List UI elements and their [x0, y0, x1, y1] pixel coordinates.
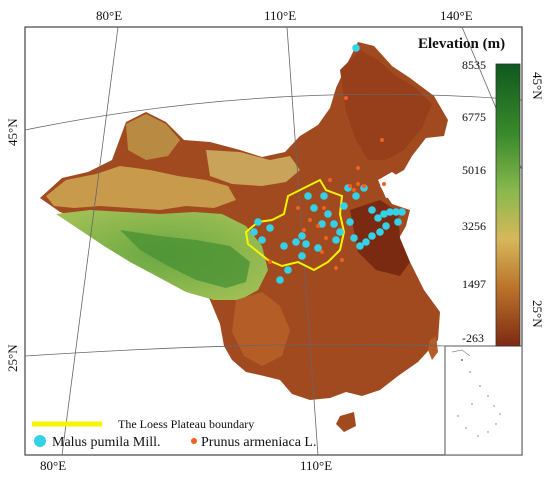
- lat-label-right-25: 25°N: [530, 300, 545, 328]
- northeast-plain: [340, 50, 432, 160]
- malus-sample-point: [386, 208, 394, 216]
- elevation-tick-max: 8535: [462, 58, 486, 72]
- prunus-sample-point: [322, 206, 326, 210]
- prunus-sample-point: [316, 224, 320, 228]
- malus-sample-point: [314, 244, 322, 252]
- malus-sample-point: [276, 276, 284, 284]
- elevation-tick-2: 6775: [462, 110, 486, 124]
- malus-sample-point: [392, 208, 400, 216]
- northern-desert: [206, 150, 300, 186]
- prunus-legend-marker: [191, 438, 197, 444]
- southwest-mountains: [232, 292, 290, 366]
- malus-sample-point: [250, 228, 258, 236]
- prunus-sample-point: [380, 138, 384, 142]
- malus-sample-point: [302, 240, 310, 248]
- prunus-sample-point: [356, 182, 360, 186]
- prunus-sample-point: [320, 250, 324, 254]
- malus-legend-label: Malus pumila Mill.: [52, 435, 161, 450]
- lon-label-top-110: 110°E: [264, 8, 296, 23]
- prunus-sample-point: [268, 260, 272, 264]
- prunus-sample-point: [356, 166, 360, 170]
- malus-sample-point: [330, 220, 338, 228]
- lon-label-top-140: 140°E: [440, 8, 473, 23]
- elevation-tick-3: 5016: [462, 163, 486, 177]
- malus-legend-marker: [34, 435, 46, 447]
- altai-region: [126, 114, 180, 160]
- malus-sample-point: [258, 236, 266, 244]
- hainan-island: [336, 412, 356, 432]
- map-legend: The Loess Plateau boundary Malus pumila …: [32, 417, 316, 450]
- highland-ridge: [120, 230, 250, 288]
- malus-sample-point: [382, 222, 390, 230]
- malus-sample-point: [374, 214, 382, 222]
- malus-sample-point: [280, 242, 288, 250]
- lat-label-left-45: 45°N: [5, 118, 20, 146]
- malus-sample-point: [336, 228, 344, 236]
- lon-label-bottom-110: 110°E: [300, 458, 332, 473]
- malus-sample-point: [324, 210, 332, 218]
- bohai-sea: [378, 172, 404, 198]
- malus-sample-point: [340, 202, 348, 210]
- elevation-colorbar: [495, 63, 521, 347]
- south-china-sea-inset: [444, 345, 523, 456]
- malus-sample-point: [394, 218, 402, 226]
- malus-sample-points: [250, 44, 406, 284]
- prunus-sample-point: [324, 236, 328, 240]
- malus-sample-point: [332, 236, 340, 244]
- lon-label-top-80: 80°E: [96, 8, 122, 23]
- prunus-sample-point: [344, 96, 348, 100]
- elevation-tick-min: -263: [462, 331, 484, 345]
- graticule: [24, 26, 523, 456]
- prunus-sample-point: [348, 184, 352, 188]
- malus-sample-point: [380, 210, 388, 218]
- malus-sample-point: [310, 204, 318, 212]
- taiwan-island: [428, 336, 438, 360]
- elevation-tick-5: 1497: [462, 277, 486, 291]
- malus-sample-point: [376, 228, 384, 236]
- prunus-legend-label: Prunus armeniaca L.: [201, 435, 316, 450]
- malus-sample-point: [284, 266, 292, 274]
- malus-sample-point: [318, 220, 326, 228]
- malus-sample-point: [346, 218, 354, 226]
- prunus-sample-point: [296, 206, 300, 210]
- prunus-sample-point: [328, 178, 332, 182]
- lon-label-bottom-80: 80°E: [40, 458, 66, 473]
- lat-label-right-45: 45°N: [530, 72, 545, 100]
- prunus-sample-point: [382, 182, 386, 186]
- malus-sample-point: [362, 238, 370, 246]
- prunus-sample-points: [268, 96, 386, 270]
- prunus-sample-point: [340, 258, 344, 262]
- prunus-sample-point: [362, 184, 366, 188]
- malus-sample-point: [320, 192, 328, 200]
- elevation-tick-4: 3256: [462, 219, 486, 233]
- malus-sample-point: [356, 242, 364, 250]
- prunus-sample-point: [302, 228, 306, 232]
- malus-sample-point: [266, 224, 274, 232]
- malus-sample-point: [398, 208, 406, 216]
- malus-sample-point: [298, 252, 306, 260]
- prunus-sample-point: [352, 188, 356, 192]
- boundary-legend-label: The Loess Plateau boundary: [118, 417, 254, 431]
- malus-sample-point: [298, 232, 306, 240]
- elevation-title: Elevation (m): [418, 36, 505, 52]
- malus-sample-point: [254, 218, 262, 226]
- malus-sample-point: [292, 238, 300, 246]
- malus-sample-point: [368, 206, 376, 214]
- malus-sample-point: [352, 192, 360, 200]
- malus-sample-point: [352, 44, 360, 52]
- eastern-lowland: [350, 200, 410, 276]
- tarim-basin: [46, 166, 236, 210]
- malus-sample-point: [350, 234, 358, 242]
- prunus-sample-point: [308, 218, 312, 222]
- malus-sample-point: [368, 232, 376, 240]
- malus-sample-point: [304, 192, 312, 200]
- lat-label-left-25: 25°N: [5, 344, 20, 372]
- prunus-sample-point: [334, 266, 338, 270]
